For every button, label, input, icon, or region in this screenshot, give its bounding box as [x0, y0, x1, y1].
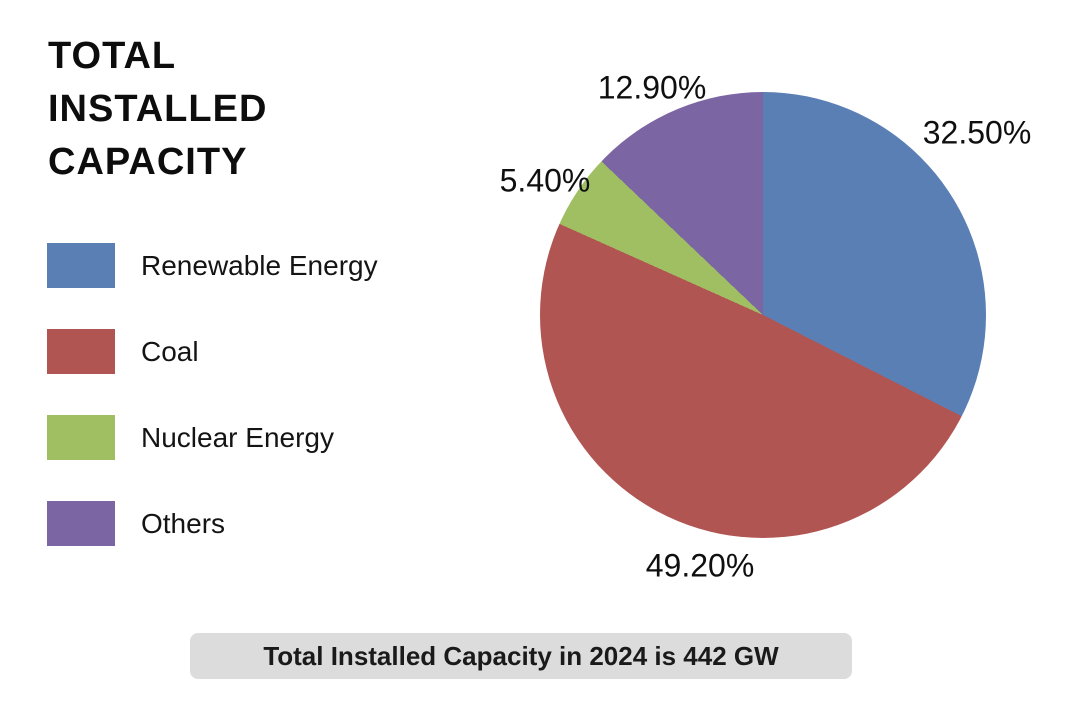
legend-item-others: Others [47, 501, 378, 546]
legend-label-renewable-energy: Renewable Energy [141, 249, 378, 281]
chart-title: TOTAL INSTALLED CAPACITY [48, 35, 268, 183]
legend-swatch-coal [47, 329, 115, 374]
legend-label-coal: Coal [141, 335, 199, 367]
legend-label-others: Others [141, 507, 226, 539]
pie-label-renewable-energy: 32.50% [922, 114, 1032, 151]
legend-item-renewable-energy: Renewable Energy [47, 243, 378, 288]
legend-label-nuclear-energy: Nuclear Energy [141, 421, 334, 453]
legend-item-coal: Coal [47, 329, 378, 374]
pie-label-nuclear-energy: 5.40% [499, 162, 591, 199]
legend-swatch-renewable-energy [47, 243, 115, 288]
legend-item-nuclear-energy: Nuclear Energy [47, 415, 378, 460]
legend: Renewable Energy Coal Nuclear Energy Oth… [47, 243, 378, 546]
pie-label-coal: 49.20% [645, 547, 755, 584]
pie-chart [540, 92, 986, 538]
pie-label-others: 12.90% [597, 69, 707, 106]
legend-swatch-others [47, 501, 115, 546]
legend-swatch-nuclear-energy [47, 415, 115, 460]
pie-chart-area [540, 92, 986, 538]
caption-badge: Total Installed Capacity in 2024 is 442 … [190, 633, 852, 679]
